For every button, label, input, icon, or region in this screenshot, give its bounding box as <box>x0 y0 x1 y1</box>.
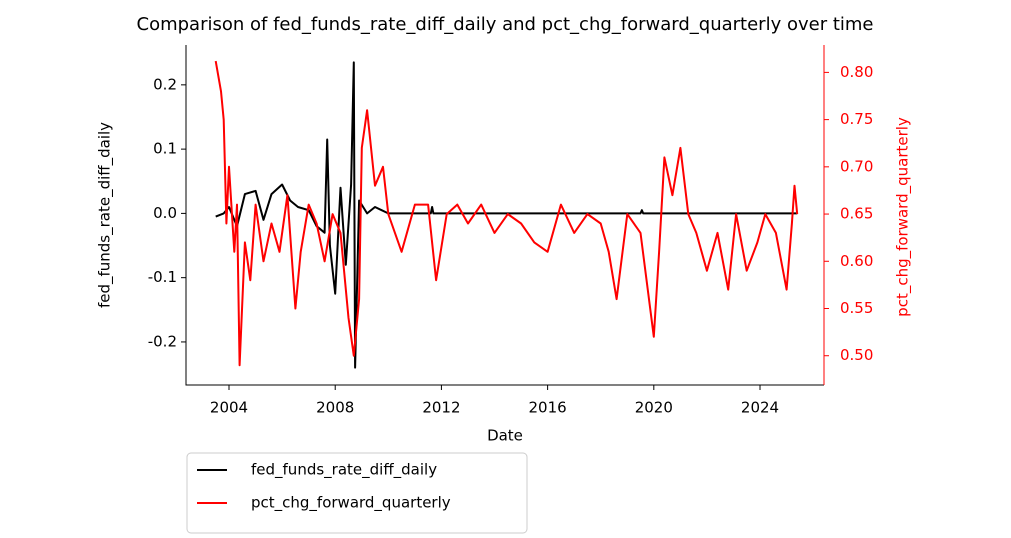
x-tick-label: 2020 <box>635 399 673 417</box>
y2-tick-label: 0.80 <box>840 63 873 81</box>
y-axis-label: fed_funds_rate_diff_daily <box>96 122 115 308</box>
x-tick-label: 2016 <box>529 399 567 417</box>
y-tick-label: 0.1 <box>153 140 177 158</box>
chart-title: Comparison of fed_funds_rate_diff_daily … <box>137 14 874 35</box>
series-line <box>215 61 798 369</box>
y2-axis-label: pct_chg_forward_quarterly <box>894 117 913 317</box>
x-tick-label: 2024 <box>741 399 779 417</box>
axes-frame <box>185 45 824 386</box>
x-tick-label: 2012 <box>422 399 460 417</box>
legend-label: fed_funds_rate_diff_daily <box>251 461 437 480</box>
y-tick-label: -0.2 <box>148 332 177 350</box>
y2-tick-label: 0.50 <box>840 346 873 364</box>
y2-tick-label: 0.75 <box>840 110 873 128</box>
y-tick-label: -0.1 <box>148 268 177 286</box>
legend-box <box>186 452 528 534</box>
y2-tick-label: 0.65 <box>840 205 873 223</box>
y2-tick-label: 0.55 <box>840 299 873 317</box>
y2-tick-label: 0.70 <box>840 157 873 175</box>
x-tick-label: 2008 <box>316 399 354 417</box>
series-line <box>214 60 799 367</box>
legend-label: pct_chg_forward_quarterly <box>251 494 451 513</box>
x-axis-label: Date <box>487 427 523 445</box>
y2-tick-label: 0.60 <box>840 252 873 270</box>
x-tick-label: 2004 <box>210 399 248 417</box>
y-tick-label: 0.0 <box>153 204 177 222</box>
y-tick-label: 0.2 <box>153 75 177 93</box>
